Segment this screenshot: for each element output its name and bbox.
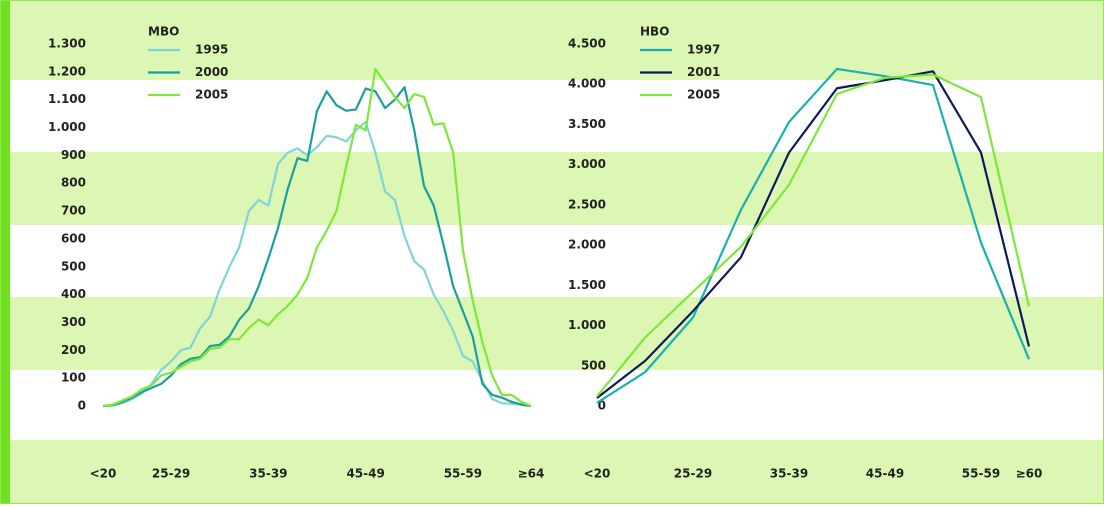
y-tick-label: 500 (61, 259, 86, 273)
x-tick-label: ≥60 (1016, 467, 1043, 481)
y-tick-label: 0 (78, 399, 86, 413)
legend-label: 1997 (687, 43, 720, 57)
x-tick-label: <20 (90, 467, 117, 481)
band (0, 297, 1104, 370)
y-tick-label: 1.000 (48, 120, 86, 134)
legend-title: HBO (640, 25, 669, 39)
side-stripe (0, 0, 10, 504)
y-tick-label: 2.500 (568, 197, 606, 211)
legend-title: MBO (148, 25, 179, 39)
series-line (596, 70, 1031, 399)
x-tick-label: 45-49 (346, 467, 384, 481)
y-tick-label: 1.100 (48, 92, 86, 106)
legend-label: 2000 (195, 65, 228, 79)
y-tick-label: 600 (61, 231, 86, 245)
x-tick-label: 55-59 (962, 467, 1000, 481)
y-tick-label: 1.000 (568, 318, 606, 332)
legend-label: 2005 (687, 88, 720, 102)
band (0, 152, 1104, 225)
y-tick-label: 800 (61, 176, 86, 190)
series-line (596, 67, 1031, 404)
y-tick-label: 1.500 (568, 278, 606, 292)
legend-label: 1995 (195, 43, 228, 57)
y-tick-label: 500 (581, 358, 606, 372)
y-tick-label: 700 (61, 204, 86, 218)
y-tick-label: 3.500 (568, 117, 606, 131)
x-tick-label: ≥64 (518, 467, 545, 481)
x-tick-label: 55-59 (444, 467, 482, 481)
y-tick-label: 2.000 (568, 238, 606, 252)
y-tick-label: 200 (61, 343, 86, 357)
x-tick-label: 45-49 (866, 467, 904, 481)
series-line (102, 67, 532, 408)
x-tick-label: 25-29 (152, 467, 190, 481)
y-tick-label: 4.500 (568, 37, 606, 51)
x-tick-label: 25-29 (674, 467, 712, 481)
y-tick-label: 1.200 (48, 64, 86, 78)
series-line (102, 120, 532, 408)
y-tick-label: 900 (61, 148, 86, 162)
x-tick-label: 35-39 (249, 467, 287, 481)
x-tick-label: <20 (584, 467, 611, 481)
legend-label: 2001 (687, 65, 720, 79)
y-tick-label: 100 (61, 371, 86, 385)
y-tick-label: 300 (61, 315, 86, 329)
y-tick-label: 3.000 (568, 157, 606, 171)
band (0, 0, 1104, 80)
band (0, 440, 1104, 504)
y-tick-label: 4.000 (568, 77, 606, 91)
y-tick-label: 400 (61, 287, 86, 301)
y-tick-label: 0 (598, 399, 606, 413)
legend-label: 2005 (195, 88, 228, 102)
y-tick-label: 1.300 (48, 37, 86, 51)
x-tick-label: 35-39 (770, 467, 808, 481)
series-line (596, 73, 1031, 398)
